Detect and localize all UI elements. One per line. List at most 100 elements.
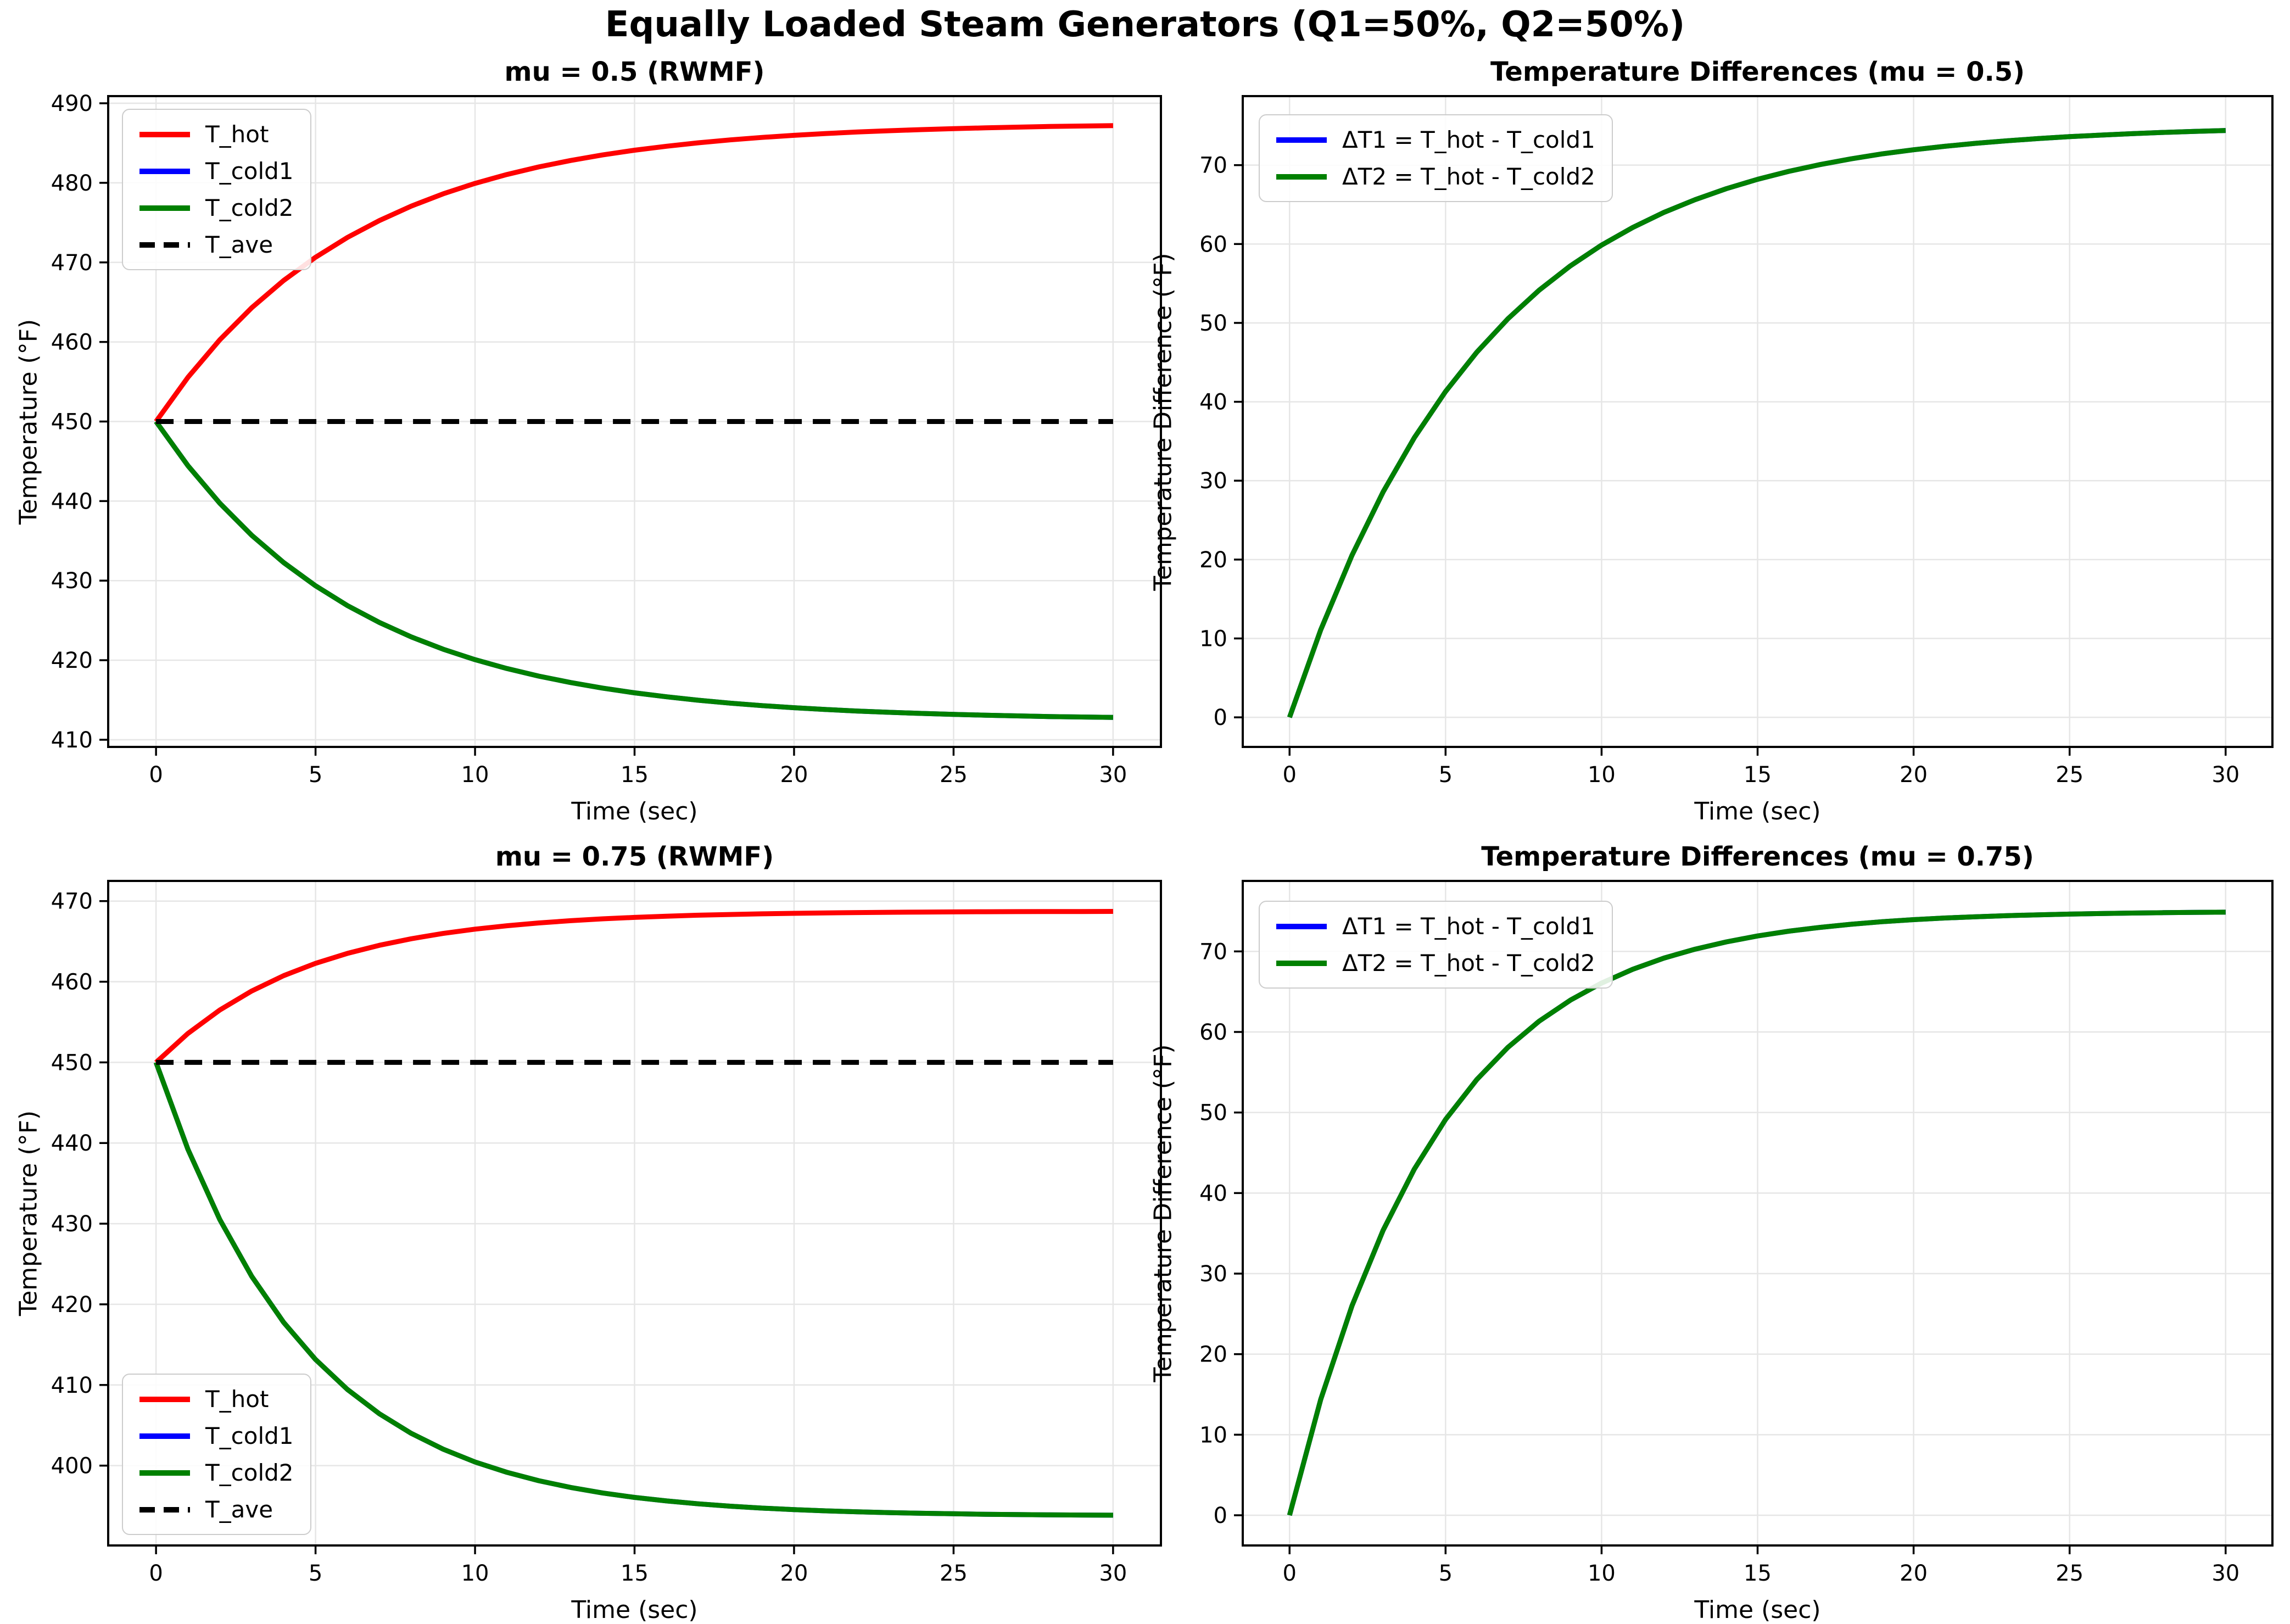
chart-title-mu-0-5: mu = 0.5 (RWMF) [504, 57, 765, 87]
legend-line-sample [139, 205, 190, 211]
legend-line-sample [139, 1396, 190, 1402]
x-axis-label: Time (sec) [571, 1596, 698, 1624]
legend-label: ΔT2 = T_hot - T_cold2 [1342, 163, 1595, 190]
y-tick-label: 410 [51, 1373, 93, 1398]
legend-label: ΔT2 = T_hot - T_cold2 [1342, 950, 1595, 976]
series-line-t-cold2 [153, 1061, 1113, 1518]
x-tick-label: 10 [461, 1561, 489, 1586]
legend-line-sample [1276, 174, 1327, 180]
legend-entry: T_hot [139, 121, 294, 148]
figure-title: Equally Loaded Steam Generators (Q1=50%,… [605, 4, 1685, 45]
plot-svg: 0 5 10 15 20 25 30 0 10 20 30 40 50 60 70 [1199, 880, 2274, 1586]
x-tick-label: 15 [1744, 762, 1772, 788]
legend-entry: T_ave [139, 231, 294, 258]
x-tick-label: 30 [1099, 1561, 1127, 1586]
legend-box: T_hot T_cold1 T_cold2 T_ave [122, 109, 311, 270]
plot-svg: 0 5 10 15 20 25 30 0 10 20 30 40 50 60 70 [1199, 95, 2274, 788]
x-tick-label: 5 [1439, 762, 1453, 788]
series-line--t2-t-hot-t-cold2 [1287, 909, 2226, 1516]
x-tick-label: 0 [1283, 762, 1297, 788]
y-axis-label: Temperature Difference (°F) [1149, 1044, 1177, 1382]
x-tick-label: 5 [309, 1561, 322, 1586]
y-tick-label: 10 [1199, 1422, 1227, 1448]
legend-line-sample [139, 168, 190, 174]
y-tick-label: 420 [51, 1292, 93, 1318]
y-tick-label: 430 [51, 568, 93, 594]
y-tick-label: 70 [1199, 939, 1227, 964]
plot-svg: 0 5 10 15 20 25 30 400 410 420 430 440 450 460 470 [51, 880, 1162, 1586]
plot-svg: 0 5 10 15 20 25 30 410 420 430 440 450 460 470 480 490 [51, 91, 1162, 788]
legend-label: T_cold1 [205, 1422, 294, 1449]
legend-label: T_ave [205, 1496, 273, 1523]
y-axis-label: Temperature (°F) [14, 1110, 43, 1316]
y-tick-label: 50 [1199, 311, 1227, 336]
x-tick-label: 20 [780, 1561, 808, 1586]
series-line-t-hot [154, 123, 1113, 423]
legend-entry: ΔT2 = T_hot - T_cold2 [1276, 950, 1595, 976]
x-tick-label: 25 [940, 1561, 968, 1586]
y-tick-label: 20 [1199, 1342, 1227, 1368]
chart-title-diff-mu-0-5: Temperature Differences (mu = 0.5) [1490, 57, 2025, 87]
legend-label: T_hot [205, 121, 269, 148]
legend-label: ΔT1 = T_hot - T_cold1 [1342, 126, 1595, 153]
y-axis-label: Temperature Difference (°F) [1149, 252, 1177, 591]
y-tick-label: 460 [51, 330, 93, 355]
y-tick-label: 450 [51, 1050, 93, 1075]
legend-entry: T_ave [139, 1496, 294, 1523]
legend-entry: ΔT1 = T_hot - T_cold1 [1276, 126, 1595, 153]
y-tick-label: 440 [51, 1131, 93, 1156]
x-tick-label: 20 [1900, 1561, 1928, 1586]
x-tick-label: 15 [621, 762, 649, 788]
x-tick-label: 20 [1900, 762, 1928, 788]
legend-entry: T_cold1 [139, 158, 294, 185]
y-tick-label: 60 [1199, 1020, 1227, 1045]
x-tick-label: 20 [780, 762, 808, 788]
legend-line-sample [139, 1470, 190, 1476]
y-tick-label: 470 [51, 889, 93, 914]
legend-box: T_hot T_cold1 T_cold2 T_ave [122, 1374, 311, 1535]
y-tick-label: 410 [51, 728, 93, 753]
x-tick-label: 15 [1744, 1561, 1772, 1586]
x-tick-label: 25 [2056, 762, 2084, 788]
x-tick-label: 30 [1099, 762, 1127, 788]
legend-label: T_cold2 [205, 194, 294, 221]
legend-entry: T_cold1 [139, 1422, 294, 1449]
y-tick-label: 480 [51, 171, 93, 196]
legend-line-sample [139, 1433, 190, 1439]
y-axis-label: Temperature (°F) [14, 319, 43, 524]
series-line-t-hot [154, 909, 1113, 1064]
legend-line-sample [1276, 960, 1327, 966]
y-tick-label: 10 [1199, 627, 1227, 652]
series-line-t-cold2 [154, 420, 1113, 720]
y-tick-label: 30 [1199, 1262, 1227, 1287]
y-tick-label: 20 [1199, 548, 1227, 573]
x-tick-label: 5 [1439, 1561, 1453, 1586]
legend-line-sample [139, 242, 190, 248]
x-tick-label: 15 [621, 1561, 649, 1586]
y-tick-label: 420 [51, 648, 93, 673]
y-tick-label: 50 [1199, 1101, 1227, 1126]
legend-box: ΔT1 = T_hot - T_cold1 ΔT2 = T_hot - T_col… [1259, 114, 1613, 202]
legend-box: ΔT1 = T_hot - T_cold1 ΔT2 = T_hot - T_col… [1259, 901, 1613, 989]
x-axis-label: Time (sec) [1694, 1596, 1821, 1624]
x-axis-label: Time (sec) [1694, 797, 1821, 825]
x-tick-label: 0 [149, 1561, 163, 1586]
legend-line-sample [139, 1506, 190, 1513]
y-tick-label: 70 [1199, 153, 1227, 178]
legend-entry: ΔT2 = T_hot - T_cold2 [1276, 163, 1595, 190]
series-line--t2-t-hot-t-cold2 [1287, 128, 2226, 718]
y-tick-label: 440 [51, 489, 93, 514]
y-tick-label: 60 [1199, 232, 1227, 257]
x-tick-label: 10 [461, 762, 489, 788]
legend-entry: T_hot [139, 1386, 294, 1413]
y-tick-label: 460 [51, 970, 93, 995]
y-tick-label: 470 [51, 250, 93, 276]
y-tick-label: 0 [1214, 705, 1227, 730]
y-tick-label: 490 [51, 91, 93, 116]
x-tick-label: 30 [2211, 1561, 2239, 1586]
legend-entry: T_cold2 [139, 1459, 294, 1486]
legend-line-sample [139, 131, 190, 137]
y-tick-label: 40 [1199, 1181, 1227, 1206]
y-tick-label: 450 [51, 410, 93, 435]
